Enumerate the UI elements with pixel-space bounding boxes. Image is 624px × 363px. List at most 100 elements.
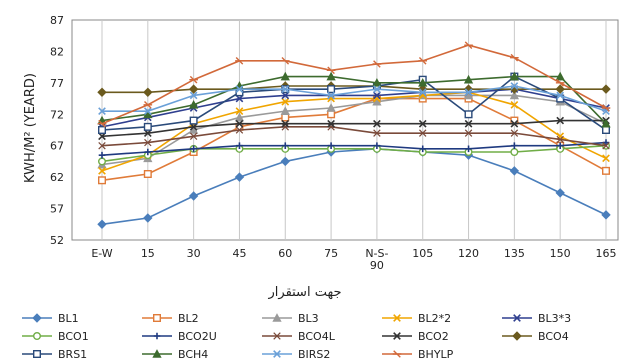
series-line-bl3 [101,94,607,166]
data-point-bch4 [372,77,382,87]
legend-marker [152,349,162,358]
data-point-bhylp [510,53,519,62]
x-tick-label: E-W [91,247,112,260]
legend-label: BCH4 [178,348,208,361]
data-point-birs2 [281,85,290,94]
data-point-bl3 [280,106,290,115]
data-point-bco2 [143,129,152,138]
data-point-birs2 [602,107,610,116]
legend-marker [153,332,161,340]
data-point-bl3 [326,103,336,112]
data-point-bco4l [602,141,610,150]
legend-label: BIRS2 [298,348,330,361]
data-point-bl2-2 [327,94,335,103]
x-tick-label: 120 [458,247,479,260]
x-tick-label: 75 [324,247,338,260]
data-point-birs2 [98,107,106,116]
data-point-bco4 [97,87,107,97]
data-point-bco2 [327,119,335,128]
legend-item-bco2u: BCO2U [142,330,217,343]
data-point-birs2 [464,88,473,97]
data-point-bco2u [98,151,106,159]
x-tick-label: 60 [278,247,292,260]
legend-item-bl2: BL2 [142,312,199,325]
series-line-bco2u [101,141,607,156]
data-point-bl1 [280,156,290,167]
legend-item-brs1: BRS1 [22,348,87,361]
y-tick-label: 87 [50,14,64,27]
x-axis-ticks: E-W 15 30 45 60 75 N-S-90 105 120 135 150 165 [91,247,616,272]
data-point-bl1 [143,213,153,223]
data-point-brs1 [189,116,198,125]
series-line-bco4 [102,85,606,94]
legend-label: BCO1 [58,330,89,343]
data-point-bco4 [601,84,611,94]
data-point-bhylp [143,101,153,109]
data-point-bch4 [326,71,336,81]
data-point-bco4l [235,126,244,134]
legend-marker [392,350,402,358]
data-point-bl2-2 [510,100,519,109]
data-point-bl2 [97,176,106,185]
legend-marker [273,332,281,340]
data-point-bhylp [601,104,611,112]
series-line-bco4l [101,126,607,147]
data-point-bl3 [509,90,519,100]
data-point-bco4l [189,132,198,141]
data-point-bco2 [510,119,519,128]
x-tick-label: 105 [412,247,433,260]
data-point-bhylp [235,57,244,65]
data-point-bhylp [326,66,336,75]
legend-marker [33,350,42,359]
data-point-bl1 [555,188,565,198]
data-point-bhylp [97,119,107,128]
data-point-bhylp [189,75,198,84]
data-point-birs2 [189,91,198,100]
data-point-bl1 [509,166,520,176]
data-point-brs1 [143,122,152,131]
data-point-birs2 [418,88,427,97]
legend-label: BL2 [178,312,199,325]
data-point-bco2 [98,132,106,141]
data-point-bl2 [602,166,611,175]
data-point-bl2 [281,113,290,122]
y-tick-label: 62 [50,171,64,184]
data-point-bch4 [555,71,565,81]
series-line-bl1 [101,148,607,226]
data-point-bl2-2 [281,97,290,106]
legend-label: BL3 [298,312,319,325]
data-point-bco2 [281,119,290,128]
data-point-birs2 [235,85,244,94]
data-point-bch4 [189,99,199,109]
legend-item-bco1: BCO1 [22,330,89,343]
data-point-birs2 [143,107,152,116]
data-point-bco2u [281,142,289,150]
series-bco2 [98,116,610,141]
x-tick-label: 45 [232,247,246,260]
legend-marker [272,313,282,322]
series-line-birs2 [102,85,607,112]
legend-marker [33,332,42,341]
data-point-bco2u [236,142,243,150]
legend-label: BCO2 [418,330,449,343]
data-point-bco2 [189,122,198,131]
data-point-bhylp [555,79,565,87]
legend-item-bco2: BCO2 [382,330,449,343]
legend-item-bch4: BCH4 [142,348,208,361]
data-point-bl3-3 [373,91,381,100]
legend-item-bl2-2: BL2*2 [382,312,451,325]
y-tick-label: 57 [50,203,64,216]
legend-marker [393,332,401,340]
data-point-bl2-2 [98,166,106,175]
data-point-bch4 [280,71,290,81]
legend-label: BL2*2 [418,312,451,325]
data-point-bco4l [510,129,519,137]
data-point-birs2 [373,85,381,94]
series-line-brs1 [101,75,607,131]
data-point-bco4l [281,123,289,131]
plot-frame [71,19,619,241]
series-bco2u [98,139,610,159]
data-point-bco4l [373,129,381,137]
series-bch4 [97,71,611,128]
